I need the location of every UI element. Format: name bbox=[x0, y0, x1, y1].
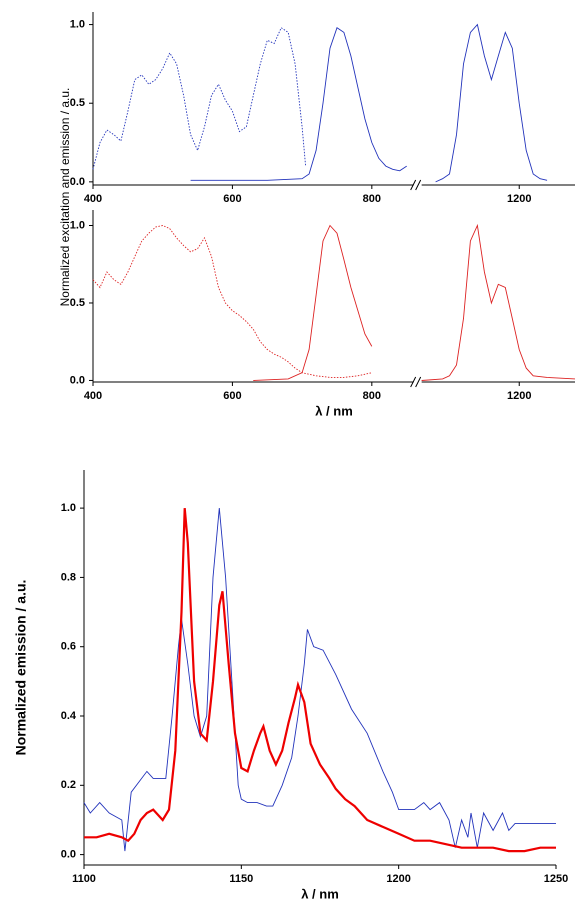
x-tick-label: 800 bbox=[363, 390, 381, 402]
y-tick-label: 0.6 bbox=[61, 641, 76, 653]
x-tick-label: 1200 bbox=[507, 193, 531, 205]
x-tick-label: 600 bbox=[223, 390, 241, 402]
data-line bbox=[435, 23, 548, 183]
x-tick-label: 1100 bbox=[72, 873, 96, 885]
y-tick-label: 1.0 bbox=[70, 18, 85, 30]
y-tick-label: 0.5 bbox=[70, 97, 85, 109]
x-tick-label: 1250 bbox=[544, 873, 568, 885]
data-line bbox=[83, 508, 556, 852]
data-line bbox=[190, 26, 407, 181]
axis-break bbox=[410, 179, 422, 191]
x-axis-label: λ / nm bbox=[315, 403, 353, 418]
y-tick-label: 0.2 bbox=[61, 779, 76, 791]
data-line bbox=[92, 27, 307, 170]
data-line bbox=[84, 508, 556, 853]
y-tick-label: 0.5 bbox=[70, 297, 85, 309]
data-line bbox=[253, 224, 373, 381]
y-tick-label: 0.0 bbox=[70, 374, 85, 386]
x-tick-label: 1200 bbox=[386, 873, 410, 885]
y-tick-label: 1.0 bbox=[70, 219, 85, 231]
x-tick-label: 1200 bbox=[507, 390, 531, 402]
y-tick-label: 0.0 bbox=[61, 849, 76, 861]
x-tick-label: 600 bbox=[223, 193, 241, 205]
x-tick-label: 800 bbox=[363, 193, 381, 205]
x-axis-label: λ / nm bbox=[301, 886, 339, 901]
y-tick-label: 0.4 bbox=[61, 710, 77, 722]
x-tick-label: 400 bbox=[84, 390, 102, 402]
y-axis-label: Normalized excitation and emission / a.u… bbox=[58, 88, 72, 307]
y-tick-label: 0.8 bbox=[61, 571, 76, 583]
axis-break bbox=[410, 376, 422, 388]
data-line bbox=[421, 223, 576, 381]
y-axis-label: Normalized emission / a.u. bbox=[13, 580, 29, 756]
y-tick-label: 0.0 bbox=[70, 176, 85, 188]
x-tick-label: 400 bbox=[84, 193, 102, 205]
data-line bbox=[92, 225, 372, 378]
x-tick-label: 1150 bbox=[229, 873, 253, 885]
y-tick-label: 1.0 bbox=[61, 502, 76, 514]
